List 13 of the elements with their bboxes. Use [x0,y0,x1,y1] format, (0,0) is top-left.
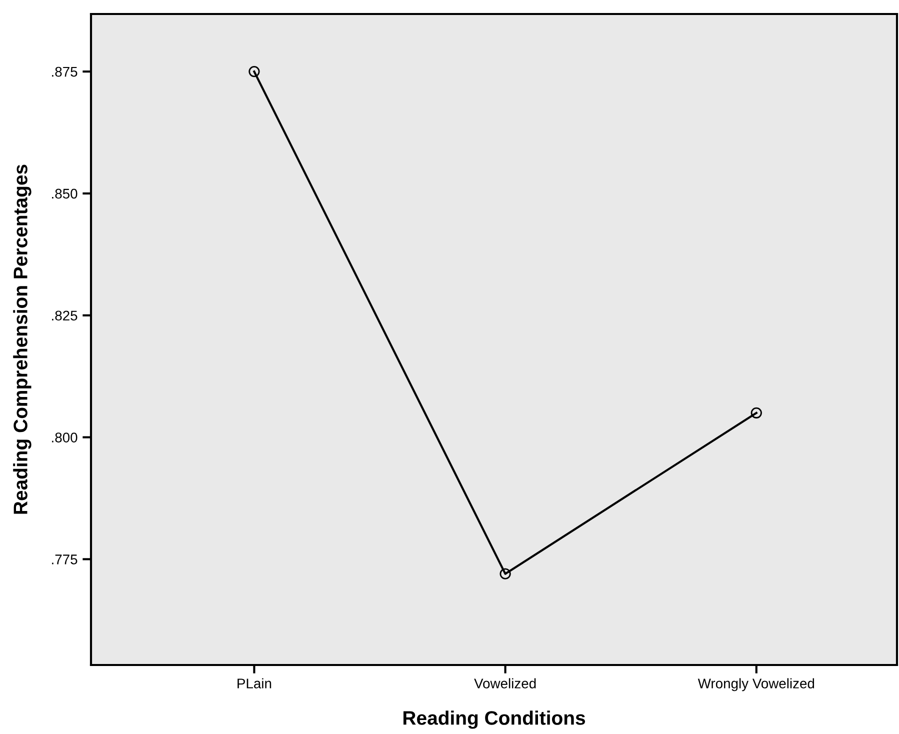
y-tick-label: .825 [52,310,78,321]
x-tick-label: Wrongly Vowelized [698,678,814,692]
y-tick-label: .850 [52,188,78,199]
y-tick-label: .775 [52,554,78,564]
x-tick-label: PLain [238,678,272,688]
y-tick-label: .800 [52,432,78,442]
y-axis-title: Reading Comprehension Percentages [13,164,32,514]
x-axis-title: Reading Conditions [403,710,586,729]
point [500,568,511,580]
point [750,407,762,418]
y-tick-label: .875 [52,66,78,77]
point [248,66,260,78]
x-tick-label: Vowelized [474,678,536,688]
